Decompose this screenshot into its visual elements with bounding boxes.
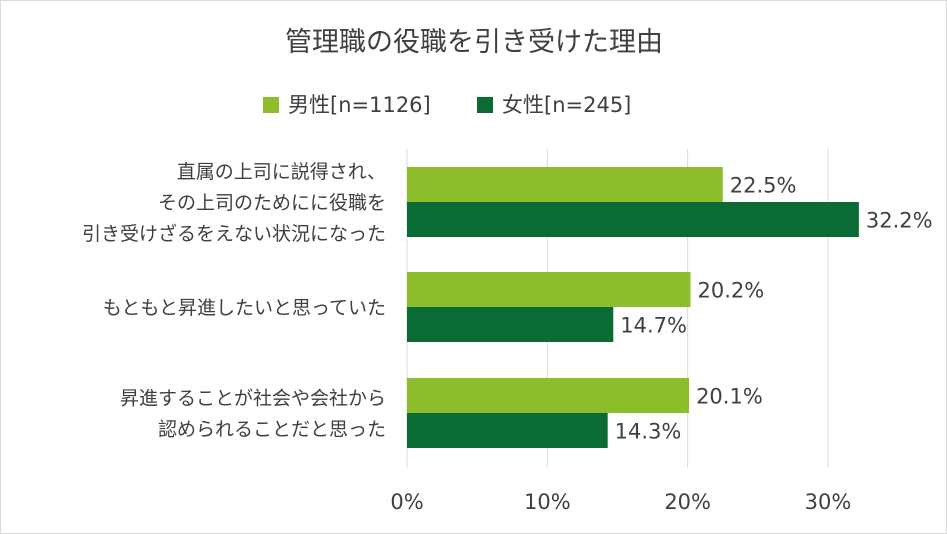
legend-label-0: 男性[n=1126]	[288, 93, 431, 117]
bars	[407, 167, 859, 448]
legend-swatch-1	[477, 97, 493, 113]
bar-series1-cat2	[407, 413, 608, 448]
category-label-0-line-1: その上司のためにに役職を	[158, 192, 386, 214]
data-label-series0-cat1: 20.2%	[697, 279, 764, 303]
category-label-0-line-2: 引き受けざるをえない状況になった	[82, 222, 386, 245]
data-label-series1-cat1: 14.7%	[620, 314, 687, 338]
data-label-series0-cat2: 20.1%	[696, 385, 763, 409]
category-label-2-line-1: 認められることだと思った	[158, 419, 386, 441]
bar-series1-cat1	[407, 307, 614, 342]
bar-series0-cat0	[407, 167, 723, 202]
x-tick-label-3: 30%	[805, 490, 852, 514]
x-axis-tick-labels: 0% 10% 20% 30%	[390, 490, 851, 514]
chart-title: 管理職の役職を引き受けた理由	[285, 27, 663, 58]
bar-series0-cat1	[407, 272, 691, 307]
value-labels: 22.5% 20.2% 20.1% 32.2% 14.7% 14.3%	[615, 174, 933, 444]
data-label-series0-cat0: 22.5%	[730, 174, 797, 198]
legend-label-1: 女性[n=245]	[502, 93, 631, 117]
legend-swatch-0	[263, 97, 279, 113]
category-label-1-line-0: もともと昇進したいと思っていた	[103, 297, 386, 319]
category-label-2-line-0: 昇進することが社会や会社から	[120, 388, 386, 410]
x-tick-label-2: 20%	[664, 490, 711, 514]
legend: 男性[n=1126] 女性[n=245]	[263, 93, 631, 117]
data-label-series1-cat2: 14.3%	[615, 420, 682, 444]
category-labels: 直属の上司に説得され、その上司のためにに役職を引き受けざるをえない状況になったも…	[82, 161, 386, 441]
x-tick-label-1: 10%	[524, 490, 571, 514]
bar-series0-cat2	[407, 378, 690, 413]
x-tick-label-0: 0%	[390, 490, 423, 514]
bar-series1-cat0	[407, 202, 859, 237]
category-label-0-line-0: 直属の上司に説得され、	[177, 161, 386, 183]
data-label-series1-cat0: 32.2%	[866, 209, 933, 233]
